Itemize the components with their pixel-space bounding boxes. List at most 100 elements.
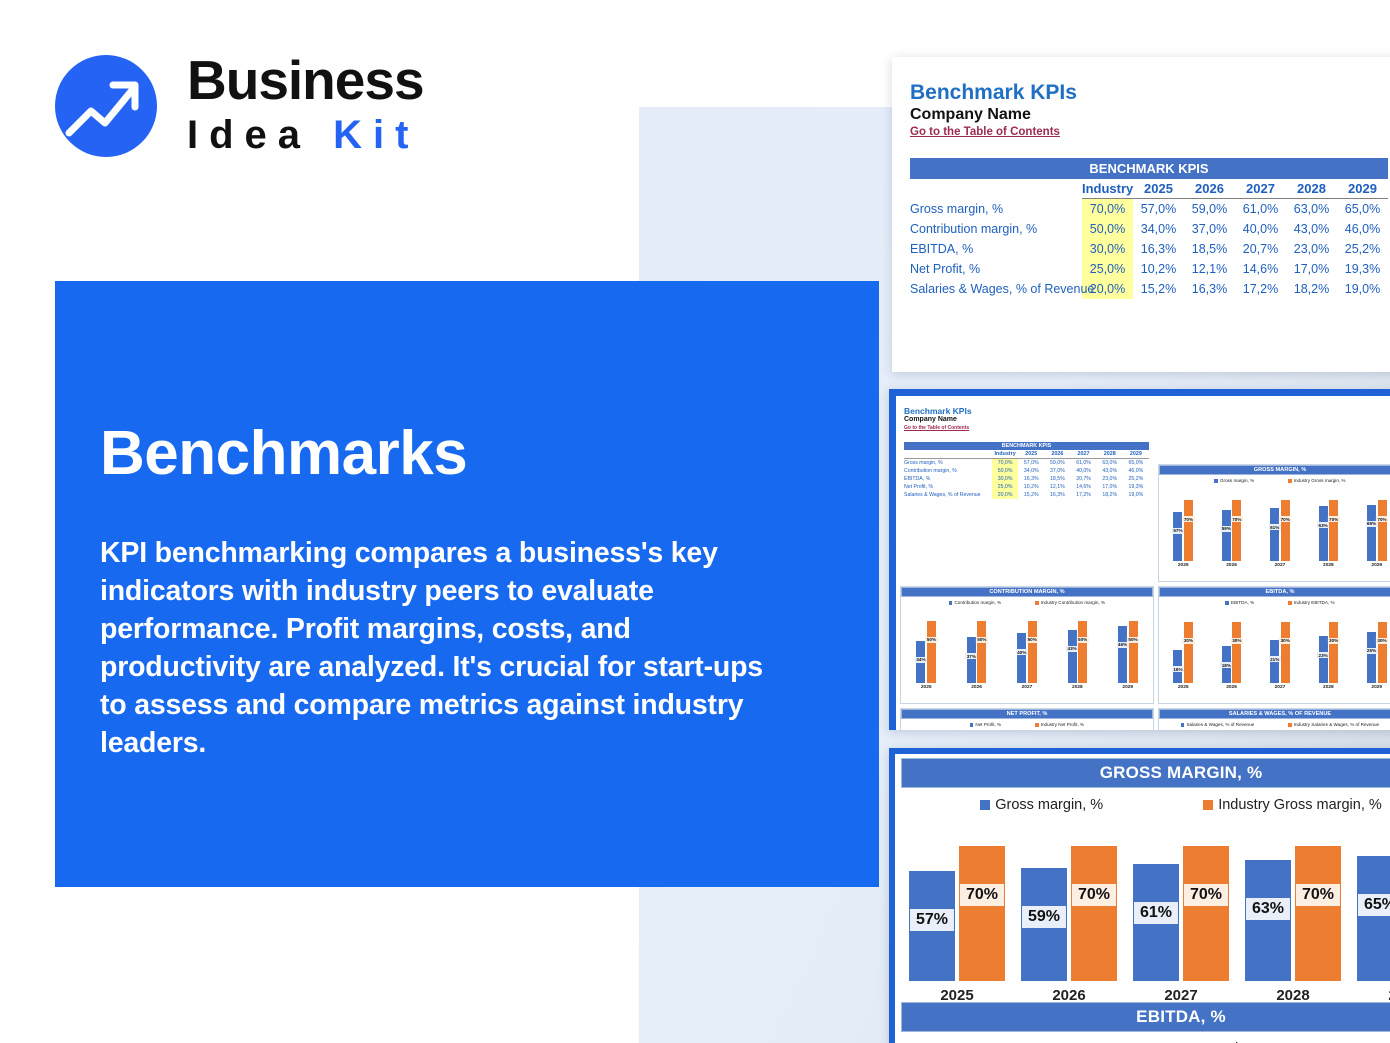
kpi-year-value: 25,2%	[1344, 242, 1381, 256]
chart-bar[interactable]: 65%	[1365, 504, 1378, 562]
x-axis-tick-label: 2028	[1276, 987, 1310, 1004]
chart-bar[interactable]: 70%	[1327, 500, 1340, 562]
chart-bar[interactable]: 50%	[1076, 620, 1089, 684]
chart-bar[interactable]: 59%	[1220, 509, 1233, 562]
spreadsheet-card-top[interactable]: Benchmark KPIs Company Name Go to the Ta…	[892, 57, 1390, 372]
chart-bar[interactable]: 70%	[959, 846, 1005, 981]
chart-bar[interactable]: 34%	[914, 640, 928, 684]
chart-x-axis: 2025 2026 2027 2028 2029	[901, 987, 1390, 1004]
chart-contribution-margin-mini[interactable]: CONTRIBUTION MARGIN, % Contribution margi…	[900, 586, 1154, 704]
spreadsheet-card-dashboard[interactable]: Benchmark KPIs Company Name Go to the Ta…	[889, 389, 1390, 730]
kpi-table-header-row: Industry 2025 2026 2027 2028 2029	[904, 449, 1149, 459]
chart-bar[interactable]: 50%	[1126, 620, 1140, 684]
chart-data-label: 50%	[1126, 636, 1140, 643]
kpi-row-label: Salaries & Wages, % of Revenue	[910, 282, 1095, 296]
legend-item[interactable]: Industry Gross margin, %	[1203, 797, 1382, 813]
chart-bar[interactable]: 57%	[909, 871, 955, 981]
chart-ebitda-mini[interactable]: EBITDA, % EBITDA, % Industry EBITDA, % 16% 3…	[1158, 586, 1390, 704]
chart-gross-margin-large[interactable]: GROSS MARGIN, % Gross margin, % Industry G…	[901, 758, 1390, 1004]
legend-item[interactable]: Industry EBITDA, %	[1288, 600, 1335, 605]
chart-bar[interactable]: 30%	[1182, 621, 1195, 684]
chart-bar[interactable]: 61%	[1268, 508, 1281, 562]
table-row: EBITDA, % 30,0% 16,3% 18,5% 20,7% 23,0% 25,2%	[910, 239, 1388, 259]
table-of-contents-link[interactable]: Go to the Table of Contents	[910, 126, 1060, 138]
chart-bar[interactable]: 50%	[975, 620, 988, 684]
legend-item[interactable]: EBITDA, %	[1015, 1041, 1103, 1043]
chart-bar[interactable]: 30%	[1279, 621, 1292, 684]
mini-sheet-subtitle: Company Name	[904, 416, 957, 423]
legend-item[interactable]: Gross margin, %	[980, 797, 1103, 813]
spreadsheet-card-charts[interactable]: GROSS MARGIN, % Gross margin, % Industry G…	[889, 748, 1390, 1043]
legend-item[interactable]: Contribution margin, %	[948, 600, 1001, 605]
kpi-year-value: 43,0%	[1102, 467, 1118, 474]
chart-bar[interactable]: 37%	[965, 637, 978, 684]
chart-bar[interactable]: 70%	[1279, 500, 1292, 562]
legend-item[interactable]: Industry EBITDA, %	[1203, 1041, 1347, 1043]
kpi-year-value: 17,2%	[1242, 282, 1279, 296]
kpi-year-value: 19,0%	[1128, 492, 1144, 499]
kpi-col-2027: 2027	[1070, 449, 1097, 459]
legend-item[interactable]: Industry Net Profit, %	[1035, 722, 1084, 727]
mini-table-of-contents-link[interactable]: Go to the Table of Contents	[904, 424, 970, 431]
chart-bar[interactable]: 40%	[1015, 633, 1028, 684]
chart-bar[interactable]: 70%	[1375, 500, 1389, 562]
brand-logo: Business Idea Kit	[55, 51, 475, 161]
chart-bar[interactable]: 43%	[1066, 629, 1079, 684]
kpi-year-value: 18,2%	[1293, 282, 1330, 296]
chart-bar[interactable]: 18%	[1220, 646, 1233, 684]
chart-bar[interactable]: 16%	[1171, 650, 1185, 684]
chart-title: EBITDA, %	[901, 1002, 1390, 1032]
kpi-table-header-row: Industry 2025 2026 2027 2028 2029	[910, 179, 1388, 199]
kpi-row-label: Net Profit, %	[904, 484, 934, 491]
chart-bar[interactable]: 25%	[1365, 631, 1378, 684]
chart-data-label: 43%	[1066, 645, 1079, 652]
chart-bar[interactable]: 59%	[1021, 867, 1067, 981]
chart-bar[interactable]: 61%	[1133, 863, 1179, 981]
chart-bar[interactable]: 50%	[925, 620, 938, 684]
chart-bar[interactable]: 23%	[1317, 636, 1330, 684]
chart-bar[interactable]: 65%	[1357, 856, 1390, 981]
kpi-col-2025: 2025	[1018, 449, 1045, 459]
legend-item[interactable]: EBITDA, %	[1225, 600, 1254, 605]
chart-bar[interactable]: 70%	[1183, 846, 1229, 981]
chart-bar[interactable]: 57%	[1171, 511, 1185, 562]
chart-bar[interactable]: 70%	[1071, 846, 1117, 981]
chart-bar[interactable]: 30%	[1375, 621, 1389, 684]
chart-net-profit-mini[interactable]: NET PROFIT, % Net Profit, % Industry Net P…	[900, 708, 1154, 730]
x-axis-tick-label: 2027	[1274, 685, 1286, 691]
chart-bar[interactable]: 70%	[1182, 500, 1195, 562]
chart-bar[interactable]: 70%	[1295, 846, 1341, 981]
chart-title: GROSS MARGIN, %	[901, 758, 1390, 788]
chart-data-label: 34%	[914, 656, 928, 663]
kpi-table-banner-row: BENCHMARK KPIS	[910, 158, 1388, 179]
table-row: Salaries & Wages, % of Revenue 20,0% 15,2%…	[910, 279, 1388, 299]
chart-bar[interactable]: 63%	[1317, 506, 1330, 562]
chart-bar[interactable]: 21%	[1268, 640, 1281, 684]
chart-bar[interactable]: 70%	[1230, 500, 1243, 562]
legend-item[interactable]: Net Profit, %	[969, 722, 1001, 727]
chart-bar[interactable]: 63%	[1245, 859, 1291, 981]
legend-item[interactable]: Salaries & Wages, % of Revenue	[1180, 722, 1254, 727]
chart-bar[interactable]: 30%	[1327, 621, 1340, 684]
legend-item[interactable]: Industry Gross margin, %	[1288, 478, 1346, 483]
chart-data-label: 70%	[1182, 516, 1195, 523]
chart-bar[interactable]: 46%	[1116, 625, 1129, 684]
legend-item[interactable]: Industry Contribution margin, %	[1035, 600, 1105, 605]
chart-bar[interactable]: 50%	[1026, 620, 1039, 684]
chart-legend: Salaries & Wages, % of Revenue Industry S…	[1159, 722, 1390, 727]
chart-bar[interactable]: 30%	[1230, 621, 1243, 684]
chart-data-label: 61%	[1268, 524, 1281, 530]
kpi-industry-value: 70,0%	[992, 458, 1019, 467]
chart-gross-margin-mini[interactable]: GROSS MARGIN, % Gross margin, % Industry G…	[1158, 464, 1390, 582]
chart-salaries-wages-mini[interactable]: SALARIES & WAGES, % OF REVENUE Salaries &…	[1158, 708, 1390, 730]
legend-item[interactable]: Gross margin, %	[1214, 478, 1254, 483]
chart-category-group: 63% 70%	[1317, 491, 1340, 562]
table-row: Gross margin, % 70,0% 57,0% 59,0% 61,0% 63,0%…	[904, 458, 1149, 467]
kpi-year-value: 20,7%	[1242, 242, 1279, 256]
chart-ebitda-large[interactable]: EBITDA, % EBITDA, % Industry EBITDA, %	[901, 1002, 1390, 1043]
kpi-year-value: 40,0%	[1076, 467, 1091, 474]
chart-category-group: 65%70%	[1357, 831, 1390, 981]
kpi-year-value: 17,2%	[1076, 492, 1091, 499]
legend-item[interactable]: Industry Salaries & Wages, % of Revenue	[1288, 722, 1379, 727]
kpi-year-value: 43,0%	[1293, 222, 1330, 236]
